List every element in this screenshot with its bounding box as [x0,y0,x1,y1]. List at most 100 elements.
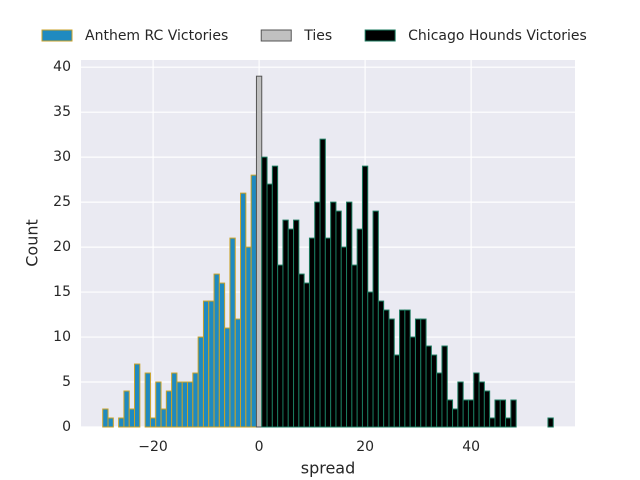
bar [128,408,136,428]
x-tick-label: −20 [138,439,168,455]
bar [107,417,114,428]
bar [240,192,247,428]
legend: Anthem RC Victories Ties Chicago Hounds Vi… [41,28,587,44]
bar [393,354,401,428]
bars [102,75,554,428]
bar [478,381,485,428]
bar [330,201,337,428]
bar [510,399,517,428]
bar [324,237,332,428]
y-axis-label: Count [23,219,42,267]
y-tick-label: 10 [53,329,71,345]
bar [457,381,464,428]
bar [192,372,199,428]
y-tick-label: 25 [53,194,71,210]
x-axis-label: spread [301,459,356,478]
y-tick-label: 15 [53,284,71,300]
bar [399,309,406,428]
legend-swatch [364,29,396,42]
bar [441,345,448,428]
bar [250,174,257,428]
bar [505,417,512,428]
x-tick-label: 0 [255,439,264,455]
bar [499,399,507,428]
bar [547,417,554,428]
bar [430,354,438,428]
bar [293,219,300,428]
bar [335,210,342,428]
bar [452,408,459,428]
bar [181,381,189,428]
bar [383,309,390,428]
bar [123,390,130,428]
bar [271,165,279,428]
bar [425,345,432,428]
bar [388,318,395,428]
bar [144,372,151,428]
bar [282,219,289,428]
bar [134,363,141,428]
bar [213,273,220,428]
legend-swatch [260,29,292,42]
bar [171,372,178,428]
bar [303,282,310,428]
bar [377,300,385,428]
bar [346,201,353,428]
bar [361,165,369,428]
bar [308,237,316,428]
bar [160,408,167,428]
bar [266,183,273,428]
bar [165,390,173,428]
bar [314,201,321,428]
bar [446,399,454,428]
bar [202,300,210,428]
bar [261,156,268,428]
bar [218,282,226,428]
legend-label: Anthem RC Victories [85,28,228,44]
bar [372,210,379,428]
bar [367,291,374,428]
bar [489,417,496,428]
bar [494,399,501,428]
bar [187,381,194,428]
bar [255,75,263,428]
bar [319,138,326,428]
bar [287,228,295,428]
bar [351,264,358,428]
bar [176,381,183,428]
bar [467,399,475,428]
bar [208,300,215,428]
bar [420,318,427,428]
y-tick-label: 5 [62,374,71,390]
bar [224,327,231,428]
bar [414,318,422,428]
bar [356,228,363,428]
bar [483,390,491,428]
bar [404,309,411,428]
y-tick-label: 40 [53,59,71,75]
y-tick-label: 35 [53,104,71,120]
legend-label: Chicago Hounds Victories [408,28,587,44]
legend-label: Ties [303,28,332,44]
bar [436,372,443,428]
bar [197,336,204,428]
bar [245,246,252,428]
bar [277,264,284,428]
bar [102,408,109,428]
bar [473,372,480,428]
bar [155,381,162,428]
bar [298,273,305,428]
y-tick-label: 20 [53,239,71,255]
x-tick-label: 20 [356,439,374,455]
y-tick-label: 30 [53,149,71,165]
bar [462,399,469,428]
x-tick-label: 40 [462,439,480,455]
bar [118,417,125,428]
bar [234,318,242,428]
bar [149,417,157,428]
bar [229,237,236,428]
bar [409,336,416,428]
bar [340,246,348,428]
